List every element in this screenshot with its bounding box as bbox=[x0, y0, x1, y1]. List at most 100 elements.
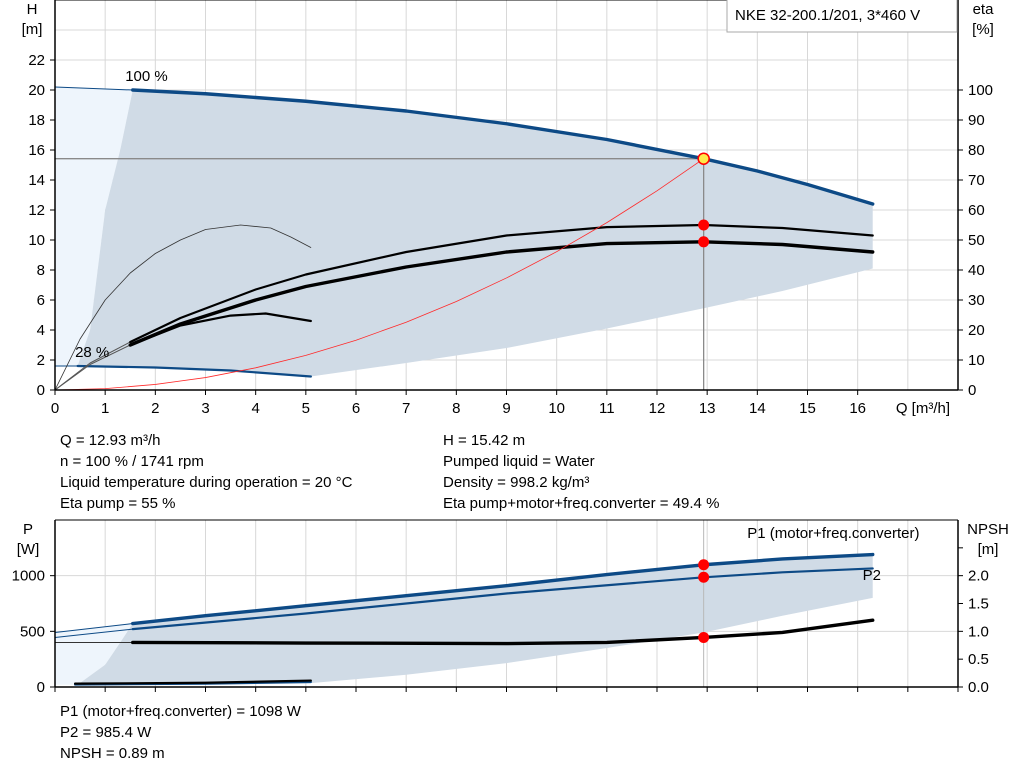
y2-axis-label: [%] bbox=[972, 21, 994, 38]
curve-system-curve bbox=[54, 158, 705, 391]
y2-tick-label: 0.0 bbox=[968, 679, 989, 696]
x-tick-label: 2 bbox=[151, 400, 159, 417]
y-tick-label: 2 bbox=[37, 352, 45, 369]
info-p2: P2 = 985.4 W bbox=[60, 724, 152, 741]
y-tick-label: 10 bbox=[28, 232, 45, 249]
y2-tick-label: 1.0 bbox=[968, 623, 989, 640]
x-tick-label: 15 bbox=[799, 400, 816, 417]
info-eta-pump: Eta pump = 55 % bbox=[60, 495, 176, 512]
curve-eta-total-ext bbox=[54, 344, 131, 391]
x-tick-label: 9 bbox=[502, 400, 510, 417]
curve-h-28 bbox=[76, 364, 312, 378]
y2-tick-label: 60 bbox=[968, 202, 985, 219]
head-efficiency-chart: 0246810121416182022010203040506070809010… bbox=[22, 0, 995, 417]
curve-annotation: 28 % bbox=[75, 344, 109, 361]
x-tick-label: 11 bbox=[599, 400, 615, 417]
curve-p1 bbox=[131, 552, 875, 626]
y2-tick-label: 1.5 bbox=[968, 596, 989, 613]
duty-point-marker bbox=[698, 559, 710, 571]
curve-eta-pump bbox=[129, 223, 874, 344]
curve-eta-28-peak bbox=[54, 224, 312, 391]
info-npsh: NPSH = 0.89 m bbox=[60, 745, 165, 762]
y-tick-label: 16 bbox=[28, 142, 45, 159]
y-tick-label: 12 bbox=[28, 202, 45, 219]
operating-info-left: Q = 12.93 m³/h n = 100 % / 1741 rpm Liqu… bbox=[60, 430, 352, 514]
x-tick-label: 16 bbox=[849, 400, 866, 417]
y2-tick-label: 40 bbox=[968, 262, 985, 279]
y-tick-label: 4 bbox=[37, 322, 45, 339]
y2-tick-label: 10 bbox=[968, 352, 985, 369]
y-axis-label: [W] bbox=[17, 541, 40, 558]
info-flow: Q = 12.93 m³/h bbox=[60, 432, 161, 449]
y2-tick-label: 80 bbox=[968, 142, 985, 159]
area-range bbox=[77, 554, 873, 685]
y2-tick-label: 90 bbox=[968, 112, 985, 129]
y-axis-label: P bbox=[23, 521, 33, 538]
x-tick-label: 0 bbox=[51, 400, 59, 417]
x-tick-label: 5 bbox=[302, 400, 310, 417]
curve-eta-total bbox=[128, 240, 875, 347]
y-tick-label: 6 bbox=[37, 292, 45, 309]
chart-title: NKE 32-200.1/201, 3*460 V bbox=[735, 7, 920, 24]
x-axis-label: Q [m³/h] bbox=[896, 400, 950, 417]
curve-npsh bbox=[131, 618, 875, 646]
curve-p1-ext bbox=[54, 623, 134, 633]
y2-axis-label: eta bbox=[973, 1, 995, 18]
operating-point-marker bbox=[697, 152, 710, 165]
curve-eta-28 bbox=[129, 312, 312, 347]
area-range bbox=[77, 90, 873, 377]
y-tick-label: 8 bbox=[37, 262, 45, 279]
x-tick-label: 13 bbox=[699, 400, 716, 417]
y-tick-label: 18 bbox=[28, 112, 45, 129]
y-tick-label: 14 bbox=[28, 172, 45, 189]
x-tick-label: 4 bbox=[251, 400, 259, 417]
curve-npsh-28 bbox=[73, 679, 312, 685]
x-tick-label: 7 bbox=[402, 400, 410, 417]
info-p1: P1 (motor+freq.converter) = 1098 W bbox=[60, 703, 301, 720]
y2-tick-label: 0 bbox=[968, 382, 976, 399]
operating-info-right: H = 15.42 m Pumped liquid = Water Densit… bbox=[443, 430, 719, 514]
x-tick-label: 8 bbox=[452, 400, 460, 417]
y-tick-label: 20 bbox=[28, 82, 45, 99]
y2-tick-label: 100 bbox=[968, 82, 993, 99]
x-tick-label: 3 bbox=[201, 400, 209, 417]
duty-point-marker bbox=[698, 219, 710, 231]
y2-tick-label: 30 bbox=[968, 292, 985, 309]
y-axis-label: H bbox=[27, 1, 38, 18]
curve-annotation: P1 (motor+freq.converter) bbox=[747, 525, 919, 542]
y2-tick-label: 70 bbox=[968, 172, 985, 189]
curve-h-100-ext bbox=[54, 86, 134, 91]
info-pumped-liquid: Pumped liquid = Water bbox=[443, 453, 595, 470]
y2-axis-label: NPSH bbox=[967, 521, 1009, 538]
area-range-light bbox=[55, 87, 133, 366]
info-liquid-temperature: Liquid temperature during operation = 20… bbox=[60, 474, 353, 491]
x-tick-label: 12 bbox=[649, 400, 666, 417]
power-npsh-chart: 0 500 1000 0.0 0.5 1.0 1.5 2.0 P [W] NPSH [m] P1 (mo… bbox=[12, 519, 1009, 696]
y-tick-label: 0 bbox=[37, 382, 45, 399]
duty-point-marker bbox=[698, 571, 710, 583]
x-tick-label: 10 bbox=[548, 400, 565, 417]
y-tick-label: 1000 bbox=[12, 568, 45, 585]
duty-point-marker bbox=[698, 631, 710, 643]
info-speed: n = 100 % / 1741 rpm bbox=[60, 453, 204, 470]
y-axis-label: [m] bbox=[22, 21, 43, 38]
y-tick-label: 500 bbox=[20, 623, 45, 640]
power-info: P1 (motor+freq.converter) = 1098 W P2 = … bbox=[60, 701, 301, 764]
x-tick-label: 14 bbox=[749, 400, 766, 417]
x-tick-label: 6 bbox=[352, 400, 360, 417]
info-head: H = 15.42 m bbox=[443, 432, 526, 449]
x-tick-label: 1 bbox=[101, 400, 109, 417]
y2-tick-label: 20 bbox=[968, 322, 985, 339]
y2-tick-label: 50 bbox=[968, 232, 985, 249]
curve-annotation: 100 % bbox=[125, 68, 168, 85]
duty-point-marker bbox=[698, 236, 710, 248]
title-box: NKE 32-200.1/201, 3*460 V bbox=[726, 0, 958, 33]
y-tick-label: 0 bbox=[37, 679, 45, 696]
y2-tick-label: 2.0 bbox=[968, 568, 989, 585]
info-eta-total: Eta pump+motor+freq.converter = 49.4 % bbox=[443, 495, 720, 512]
curve-annotation: P2 bbox=[863, 567, 881, 584]
y2-axis-label: [m] bbox=[978, 541, 999, 558]
area-range-light bbox=[55, 623, 133, 685]
curve-p2 bbox=[131, 567, 874, 631]
